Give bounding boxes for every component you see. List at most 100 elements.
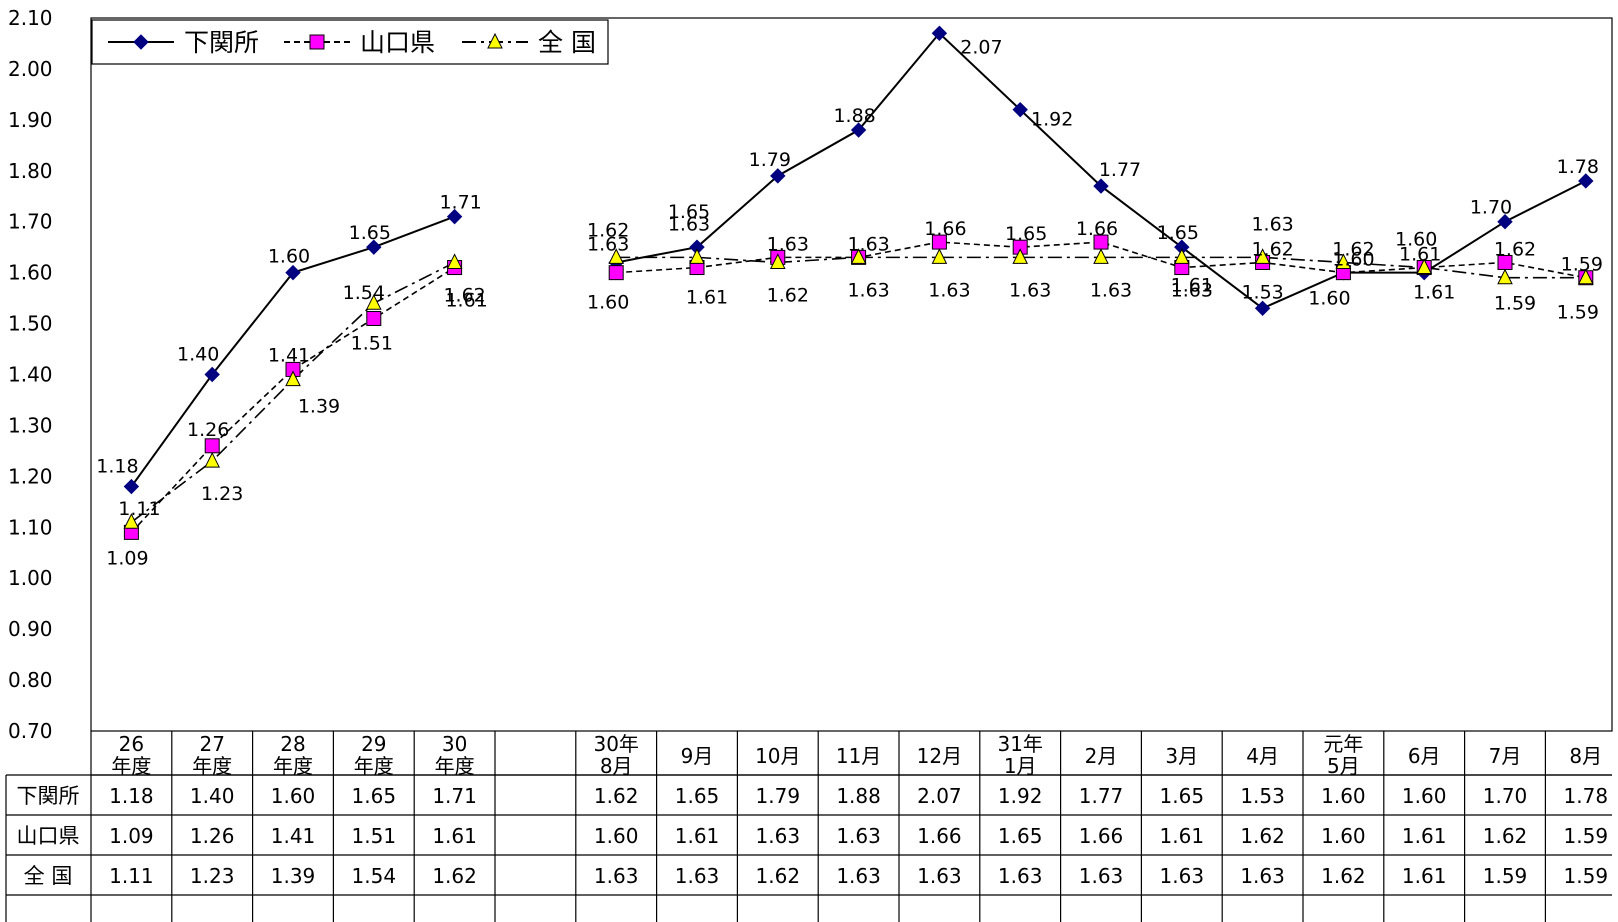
y-tick-label: 1.90 [8,108,53,132]
y-tick-label: 2.10 [8,6,53,30]
y-tick-label: 1.40 [8,363,53,387]
data-label: 1.65 [349,222,391,244]
legend-label: 山口県 [360,28,435,57]
table-cell: 1.11 [109,864,154,888]
data-point [205,439,219,453]
data-label: 1.65 [1157,222,1199,244]
data-label: 1.59 [1561,254,1603,276]
table-cell: 1.63 [836,864,881,888]
table-row-header: 下関所 [17,784,80,808]
data-label: 1.70 [1470,197,1512,219]
table-cell: 1.62 [756,864,801,888]
x-tick-label: 11月 [836,744,881,768]
table-cell: 1.61 [675,824,720,848]
data-point [609,266,623,280]
data-label: 1.63 [767,233,809,255]
table-cell: 2.07 [917,784,962,808]
table-cell: 1.60 [1321,784,1366,808]
table-cell: 1.62 [432,864,477,888]
data-label: 1.63 [587,233,629,255]
table-cell: 1.39 [271,864,316,888]
data-label: 1.60 [1308,288,1350,310]
x-tick-label: 28 [280,732,305,756]
data-label: 1.63 [847,279,889,301]
table-cell: 1.65 [675,784,720,808]
data-label: 1.53 [1241,281,1283,303]
table-cell: 1.63 [917,864,962,888]
data-label: 1.62 [1332,238,1374,260]
data-label: 1.51 [351,332,393,354]
data-label: 1.40 [177,344,219,366]
data-label: 1.11 [118,498,160,520]
data-label: 1.39 [298,396,340,418]
table-cell: 1.63 [1240,864,1285,888]
table-cell: 1.60 [271,784,316,808]
data-label: 1.65 [1005,223,1047,245]
table-cell: 1.65 [1160,784,1205,808]
data-label: 1.63 [1090,279,1132,301]
y-tick-label: 1.20 [8,464,53,488]
table-cell: 1.59 [1564,824,1609,848]
y-tick-label: 1.30 [8,413,53,437]
y-tick-label: 1.50 [8,312,53,336]
table-cell: 1.61 [1402,824,1447,848]
table-cell: 1.60 [1402,784,1447,808]
legend-label: 全 国 [538,28,596,57]
table-cell: 1.09 [109,824,154,848]
table-cell: 1.63 [836,824,881,848]
table-cell: 1.78 [1564,784,1609,808]
data-label: 1.62 [1251,238,1293,260]
data-label: 1.62 [1494,238,1536,260]
table-cell: 1.23 [190,864,235,888]
data-label: 1.71 [439,192,481,214]
x-tick-label: 元年 [1323,732,1363,756]
data-label: 1.63 [928,279,970,301]
data-point [310,35,324,49]
x-tick-label: 27 [199,732,224,756]
x-tick-label: 29 [361,732,386,756]
data-label: 1.61 [1399,244,1441,266]
y-tick-label: 1.70 [8,210,53,234]
data-label: 1.09 [106,547,148,569]
table-cell: 1.63 [1160,864,1205,888]
data-point [124,480,138,494]
series-line [131,262,454,522]
data-label: 1.61 [686,287,728,309]
table-cell: 1.18 [109,784,154,808]
data-label: 1.60 [268,246,310,268]
x-tick-label: 9月 [681,744,714,768]
table-cell: 1.92 [998,784,1043,808]
table-cell: 1.62 [594,784,639,808]
table-cell: 1.61 [432,824,477,848]
data-label: 1.62 [443,284,485,306]
x-tick-label: 2月 [1085,744,1118,768]
table-cell: 1.62 [1483,824,1528,848]
table-row-header: 山口県 [17,824,80,848]
data-label: 1.63 [847,233,889,255]
table-cell: 1.77 [1079,784,1124,808]
data-label: 1.63 [1009,279,1051,301]
table-cell: 1.40 [190,784,235,808]
y-tick-label: 0.80 [8,668,53,692]
y-tick-label: 0.70 [8,719,53,743]
data-label: 1.54 [343,282,385,304]
table-row-header: 全 国 [24,864,73,888]
data-point [1094,249,1108,263]
data-label: 1.92 [1031,109,1073,131]
table-cell: 1.54 [352,864,397,888]
table-cell: 1.41 [271,824,316,848]
table-cell: 1.53 [1240,784,1285,808]
data-label: 1.61 [1413,282,1455,304]
series-line [131,268,454,533]
data-table: 26年度27年度28年度29年度30年度30年8月 9月 10月 11月 12月 31年1… [6,731,1618,922]
x-tick-label: 10月 [755,744,800,768]
x-tick-label: 8月 [1569,744,1602,768]
table-cell: 1.62 [1321,864,1366,888]
x-tick-label: 30年 [593,732,638,756]
table-cell: 1.66 [917,824,962,848]
table-cell: 1.61 [1402,864,1447,888]
data-label: 2.07 [960,36,1002,58]
table-cell: 1.60 [594,824,639,848]
data-label: 1.62 [767,284,809,306]
